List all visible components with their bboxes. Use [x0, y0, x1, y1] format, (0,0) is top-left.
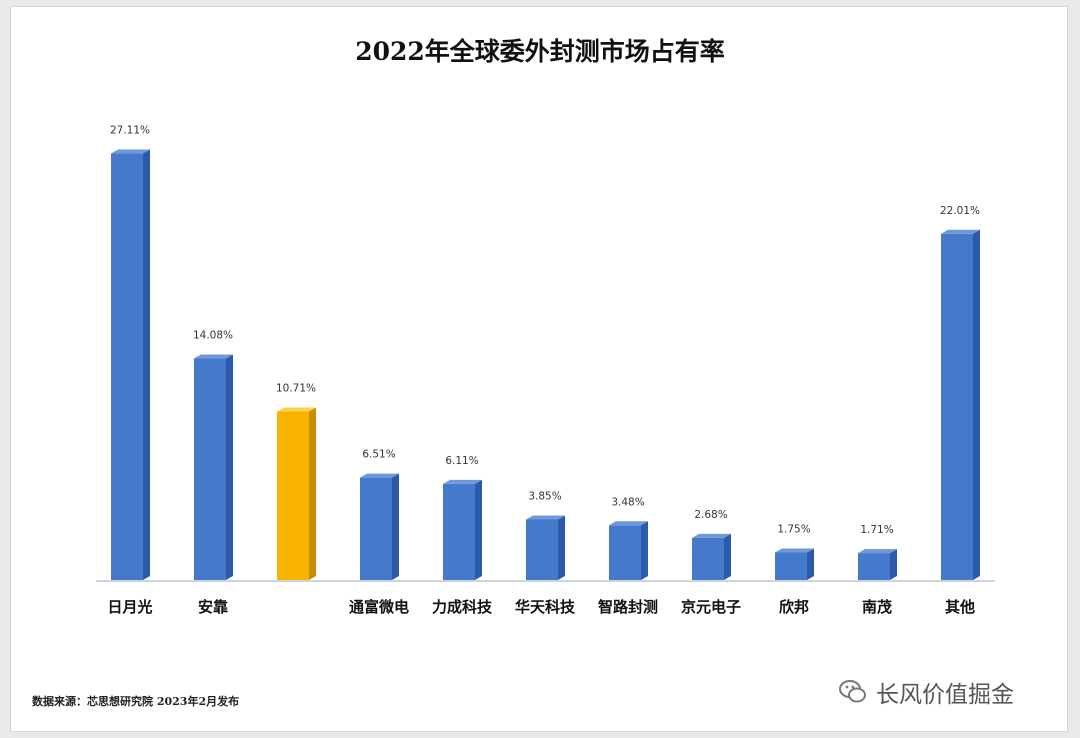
bar-top — [360, 473, 399, 478]
bar-10 — [941, 229, 980, 580]
data-label-10: 22.01% — [940, 205, 980, 217]
watermark-text: 长风价值掘金 — [876, 682, 1014, 708]
data-label-7: 2.68% — [694, 509, 727, 521]
bar-front — [609, 525, 641, 580]
bar-side — [309, 407, 316, 580]
bar-front — [277, 411, 309, 580]
bar-side — [143, 149, 150, 580]
bar-0 — [111, 149, 150, 580]
bar-4 — [443, 479, 482, 580]
category-label-4: 力成科技 — [432, 598, 493, 616]
bar-side — [973, 229, 980, 580]
bar-5 — [526, 515, 565, 580]
data-label-4: 6.11% — [445, 455, 478, 467]
bar-7 — [692, 533, 731, 580]
data-label-3: 6.51% — [362, 449, 395, 461]
bar-front — [360, 477, 392, 580]
category-label-7: 京元电子 — [681, 598, 741, 616]
category-label-0: 日月光 — [107, 598, 152, 616]
bar-side — [807, 548, 814, 580]
chart-frame — [10, 6, 1068, 732]
bar-9 — [858, 549, 897, 580]
bar-top — [941, 229, 980, 234]
category-label-9: 南茂 — [862, 598, 892, 616]
bar-side — [226, 354, 233, 580]
data-label-2: 10.71% — [276, 383, 316, 395]
data-label-8: 1.75% — [777, 523, 810, 535]
bar-top — [443, 479, 482, 484]
bar-side — [558, 515, 565, 580]
data-label-9: 1.71% — [860, 524, 893, 536]
wechat-icon — [839, 680, 866, 703]
category-label-8: 欣邦 — [779, 598, 809, 616]
bar-front — [194, 358, 226, 580]
bar-front — [775, 552, 807, 580]
category-label-3: 通富微电 — [349, 598, 409, 616]
bar-top — [858, 549, 897, 554]
category-label-6: 智路封测 — [598, 598, 658, 616]
bar-front — [858, 553, 890, 580]
bar-side — [890, 549, 897, 580]
source-note: 数据来源：芯思想研究院 2023年2月发布 — [32, 695, 240, 708]
bar-front — [443, 483, 475, 580]
category-label-1: 安靠 — [198, 598, 228, 616]
bar-side — [392, 473, 399, 580]
bar-top — [609, 521, 648, 526]
category-label-10: 其他 — [945, 598, 975, 616]
bar-8 — [775, 548, 814, 580]
bar-top — [194, 354, 233, 359]
data-label-5: 3.85% — [528, 490, 561, 502]
bar-front — [111, 153, 143, 580]
bar-3 — [360, 473, 399, 580]
bar-2 — [277, 407, 316, 580]
watermark: 长风价值掘金 — [838, 674, 1014, 710]
bar-front — [941, 233, 973, 580]
bar-top — [277, 407, 316, 412]
bar-top — [526, 515, 565, 520]
category-label-5: 华天科技 — [515, 598, 576, 616]
bar-top — [775, 548, 814, 553]
bar-front — [692, 537, 724, 580]
data-label-6: 3.48% — [611, 496, 644, 508]
bar-top — [692, 533, 731, 538]
bar-side — [724, 533, 731, 580]
chart-title: 2022年全球委外封测市场占有率 — [355, 37, 725, 66]
bar-6 — [609, 521, 648, 580]
bar-front — [526, 519, 558, 580]
bar-1 — [194, 354, 233, 580]
bar-top — [111, 149, 150, 154]
bar-side — [641, 521, 648, 580]
bar-side — [475, 479, 482, 580]
data-label-1: 14.08% — [193, 330, 233, 342]
data-label-0: 27.11% — [110, 125, 150, 137]
